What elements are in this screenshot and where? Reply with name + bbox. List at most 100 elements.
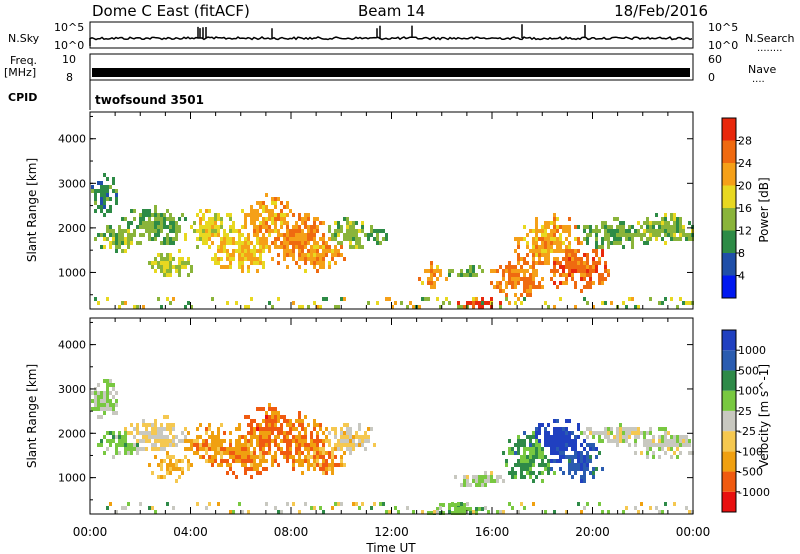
heatmap-cell [154,221,157,225]
heatmap-cell [517,297,520,301]
heatmap-cell [562,471,565,475]
heatmap-cell [256,229,259,233]
heatmap-cell [373,443,376,447]
heatmap-cell [541,253,544,257]
heatmap-cell [313,229,316,233]
heatmap-cell [217,261,220,265]
heatmap-cell [259,201,262,205]
heatmap-cell [460,305,463,309]
heatmap-cell [640,225,643,229]
heatmap-cell [358,506,361,510]
heatmap-cell [514,273,517,277]
heatmap-cell [199,221,202,225]
heatmap-cell [505,269,508,273]
heatmap-cell [292,439,295,443]
heatmap-cell [538,245,541,249]
heatmap-cell [196,229,199,233]
heatmap-cell [178,257,181,261]
colorbar-swatch [722,471,736,492]
heatmap-cell [313,221,316,225]
heatmap-cell [319,261,322,265]
heatmap-cell [268,427,271,431]
heatmap-cell [538,285,541,289]
heatmap-cell [298,237,301,241]
heatmap-cell [223,265,226,269]
heatmap-cell [526,289,529,293]
heatmap-cell [448,301,451,305]
heatmap-cell [526,241,529,245]
heatmap-cell [559,435,562,439]
heatmap-cell [94,197,97,201]
heatmap-cell [529,229,532,233]
heatmap-cell [604,265,607,269]
heatmap-cell [97,399,100,403]
heatmap-cell [322,253,325,257]
heatmap-cell [178,273,181,277]
heatmap-cell [559,459,562,463]
heatmap-cell [361,221,364,225]
heatmap-cell [259,261,262,265]
heatmap-cell [220,459,223,463]
heatmap-cell [127,233,130,237]
heatmap-cell [220,245,223,249]
heatmap-cell [304,435,307,439]
heatmap-cell [337,229,340,233]
heatmap-cell [586,502,589,506]
heatmap-cell [172,225,175,229]
heatmap-cell [229,510,232,514]
heatmap-cell [130,431,133,435]
heatmap-cell [511,447,514,451]
heatmap-cell [208,221,211,225]
heatmap-cell [184,237,187,241]
heatmap-cell [274,241,277,245]
heatmap-cell [328,463,331,467]
heatmap-cell [139,233,142,237]
heatmap-cell [298,463,301,467]
heatmap-cell [220,443,223,447]
heatmap-cell [349,225,352,229]
heatmap-cell [676,229,679,233]
heatmap-cell [298,455,301,459]
heatmap-cell [274,237,277,241]
heatmap-cell [169,455,172,459]
heatmap-cell [109,399,112,403]
heatmap-cell [523,273,526,277]
heatmap-cell [283,253,286,257]
heatmap-cell [556,427,559,431]
heatmap-cell [292,427,295,431]
heatmap-cell [679,225,682,229]
heatmap-cell [256,237,259,241]
heatmap-cell [271,241,274,245]
heatmap-cell [289,431,292,435]
heatmap-cell [469,273,472,277]
heatmap-cell [136,423,139,427]
heatmap-cell [163,475,166,479]
heatmap-cell [448,507,451,511]
heatmap-cell [262,431,265,435]
heatmap-cell [304,443,307,447]
heatmap-cell [550,467,553,471]
heatmap-cell [259,451,262,455]
heatmap-cell [499,285,502,289]
heatmap-cell [289,455,292,459]
heatmap-cell [562,443,565,447]
heatmap-cell [259,205,262,209]
heatmap-cell [340,245,343,249]
heatmap-cell [379,229,382,233]
heatmap-cell [598,257,601,261]
heatmap-cell [94,189,97,193]
heatmap-cell [100,201,103,205]
heatmap-cell [619,221,622,225]
heatmap-cell [679,229,682,233]
heatmap-cell [271,427,274,431]
heatmap-cell [685,443,688,447]
heatmap-cell [298,459,301,463]
heatmap-cell [577,435,580,439]
heatmap-cell [298,443,301,447]
heatmap-cell [673,213,676,217]
x-axis-label: Time UT [365,541,416,554]
heatmap-cell [529,277,532,281]
heatmap-cell [598,435,601,439]
heatmap-cell [559,281,562,285]
heatmap-cell [238,265,241,269]
